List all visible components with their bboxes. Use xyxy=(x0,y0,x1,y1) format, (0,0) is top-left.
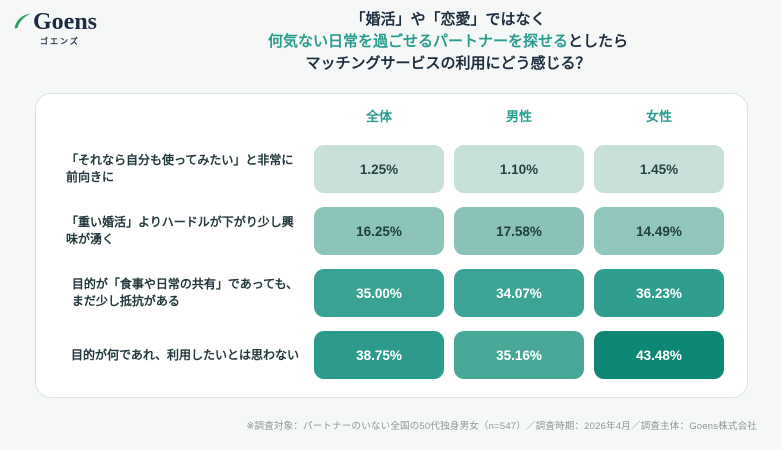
value-cell: 43.48% xyxy=(594,331,724,379)
column-header-female: 女性 xyxy=(645,109,672,124)
corner-spacer xyxy=(36,100,304,131)
results-card: 全体 男性 女性 「それなら自分も使ってみたい」と非常に前向きに 1.25% 1… xyxy=(35,93,748,398)
leaf-icon xyxy=(14,13,31,29)
value-cell: 36.23% xyxy=(594,269,724,317)
survey-footnote: ※調査対象：パートナーのいない全国の50代独身男女（n=547）／調査時期：20… xyxy=(246,421,757,432)
row-label: 目的が「食事や日常の共有」であっても、 まだ少し抵抗がある xyxy=(71,277,299,308)
goens-logo: Goens ゴエンズ xyxy=(14,10,134,47)
title-highlight: 何気ない日常を過ごせるパートナーを探せる xyxy=(267,33,568,50)
row-label: 「重い婚活」よりハードルが下がり少し興味が湧く xyxy=(66,215,294,246)
survey-title: 「婚活」や「恋愛」ではなく 何気ない日常を過ごせるパートナーを探せるとしたら マ… xyxy=(115,9,781,75)
title-line-1: 「婚活」や「恋愛」ではなく xyxy=(350,11,546,28)
row-label: 目的が何であれ、利用したいとは思わない xyxy=(70,347,299,362)
value-cell: 1.25% xyxy=(314,145,444,193)
value-cell: 35.16% xyxy=(454,331,584,379)
value-cell: 1.45% xyxy=(594,145,724,193)
logo-text: Goens xyxy=(33,9,98,35)
column-header-overall: 全体 xyxy=(365,109,392,124)
title-line-2: 何気ない日常を過ごせるパートナーを探せるとしたら xyxy=(115,31,781,53)
logo-subtitle: ゴエンズ xyxy=(40,37,80,46)
title-line-3: マッチングサービスの利用にどう感じる？ xyxy=(305,55,591,72)
value-cell: 17.58% xyxy=(454,207,584,255)
title-line-2-rest: としたら xyxy=(568,33,629,50)
results-table: 全体 男性 女性 「それなら自分も使ってみたい」と非常に前向きに 1.25% 1… xyxy=(36,94,747,379)
column-header-male: 男性 xyxy=(505,109,532,124)
value-cell: 35.00% xyxy=(314,269,444,317)
value-cell: 38.75% xyxy=(314,331,444,379)
value-cell: 1.10% xyxy=(454,145,584,193)
value-cell: 14.49% xyxy=(594,207,724,255)
value-cell: 16.25% xyxy=(314,207,444,255)
value-cell: 34.07% xyxy=(454,269,584,317)
row-label: 「それなら自分も使ってみたい」と非常に前向きに xyxy=(66,153,294,184)
